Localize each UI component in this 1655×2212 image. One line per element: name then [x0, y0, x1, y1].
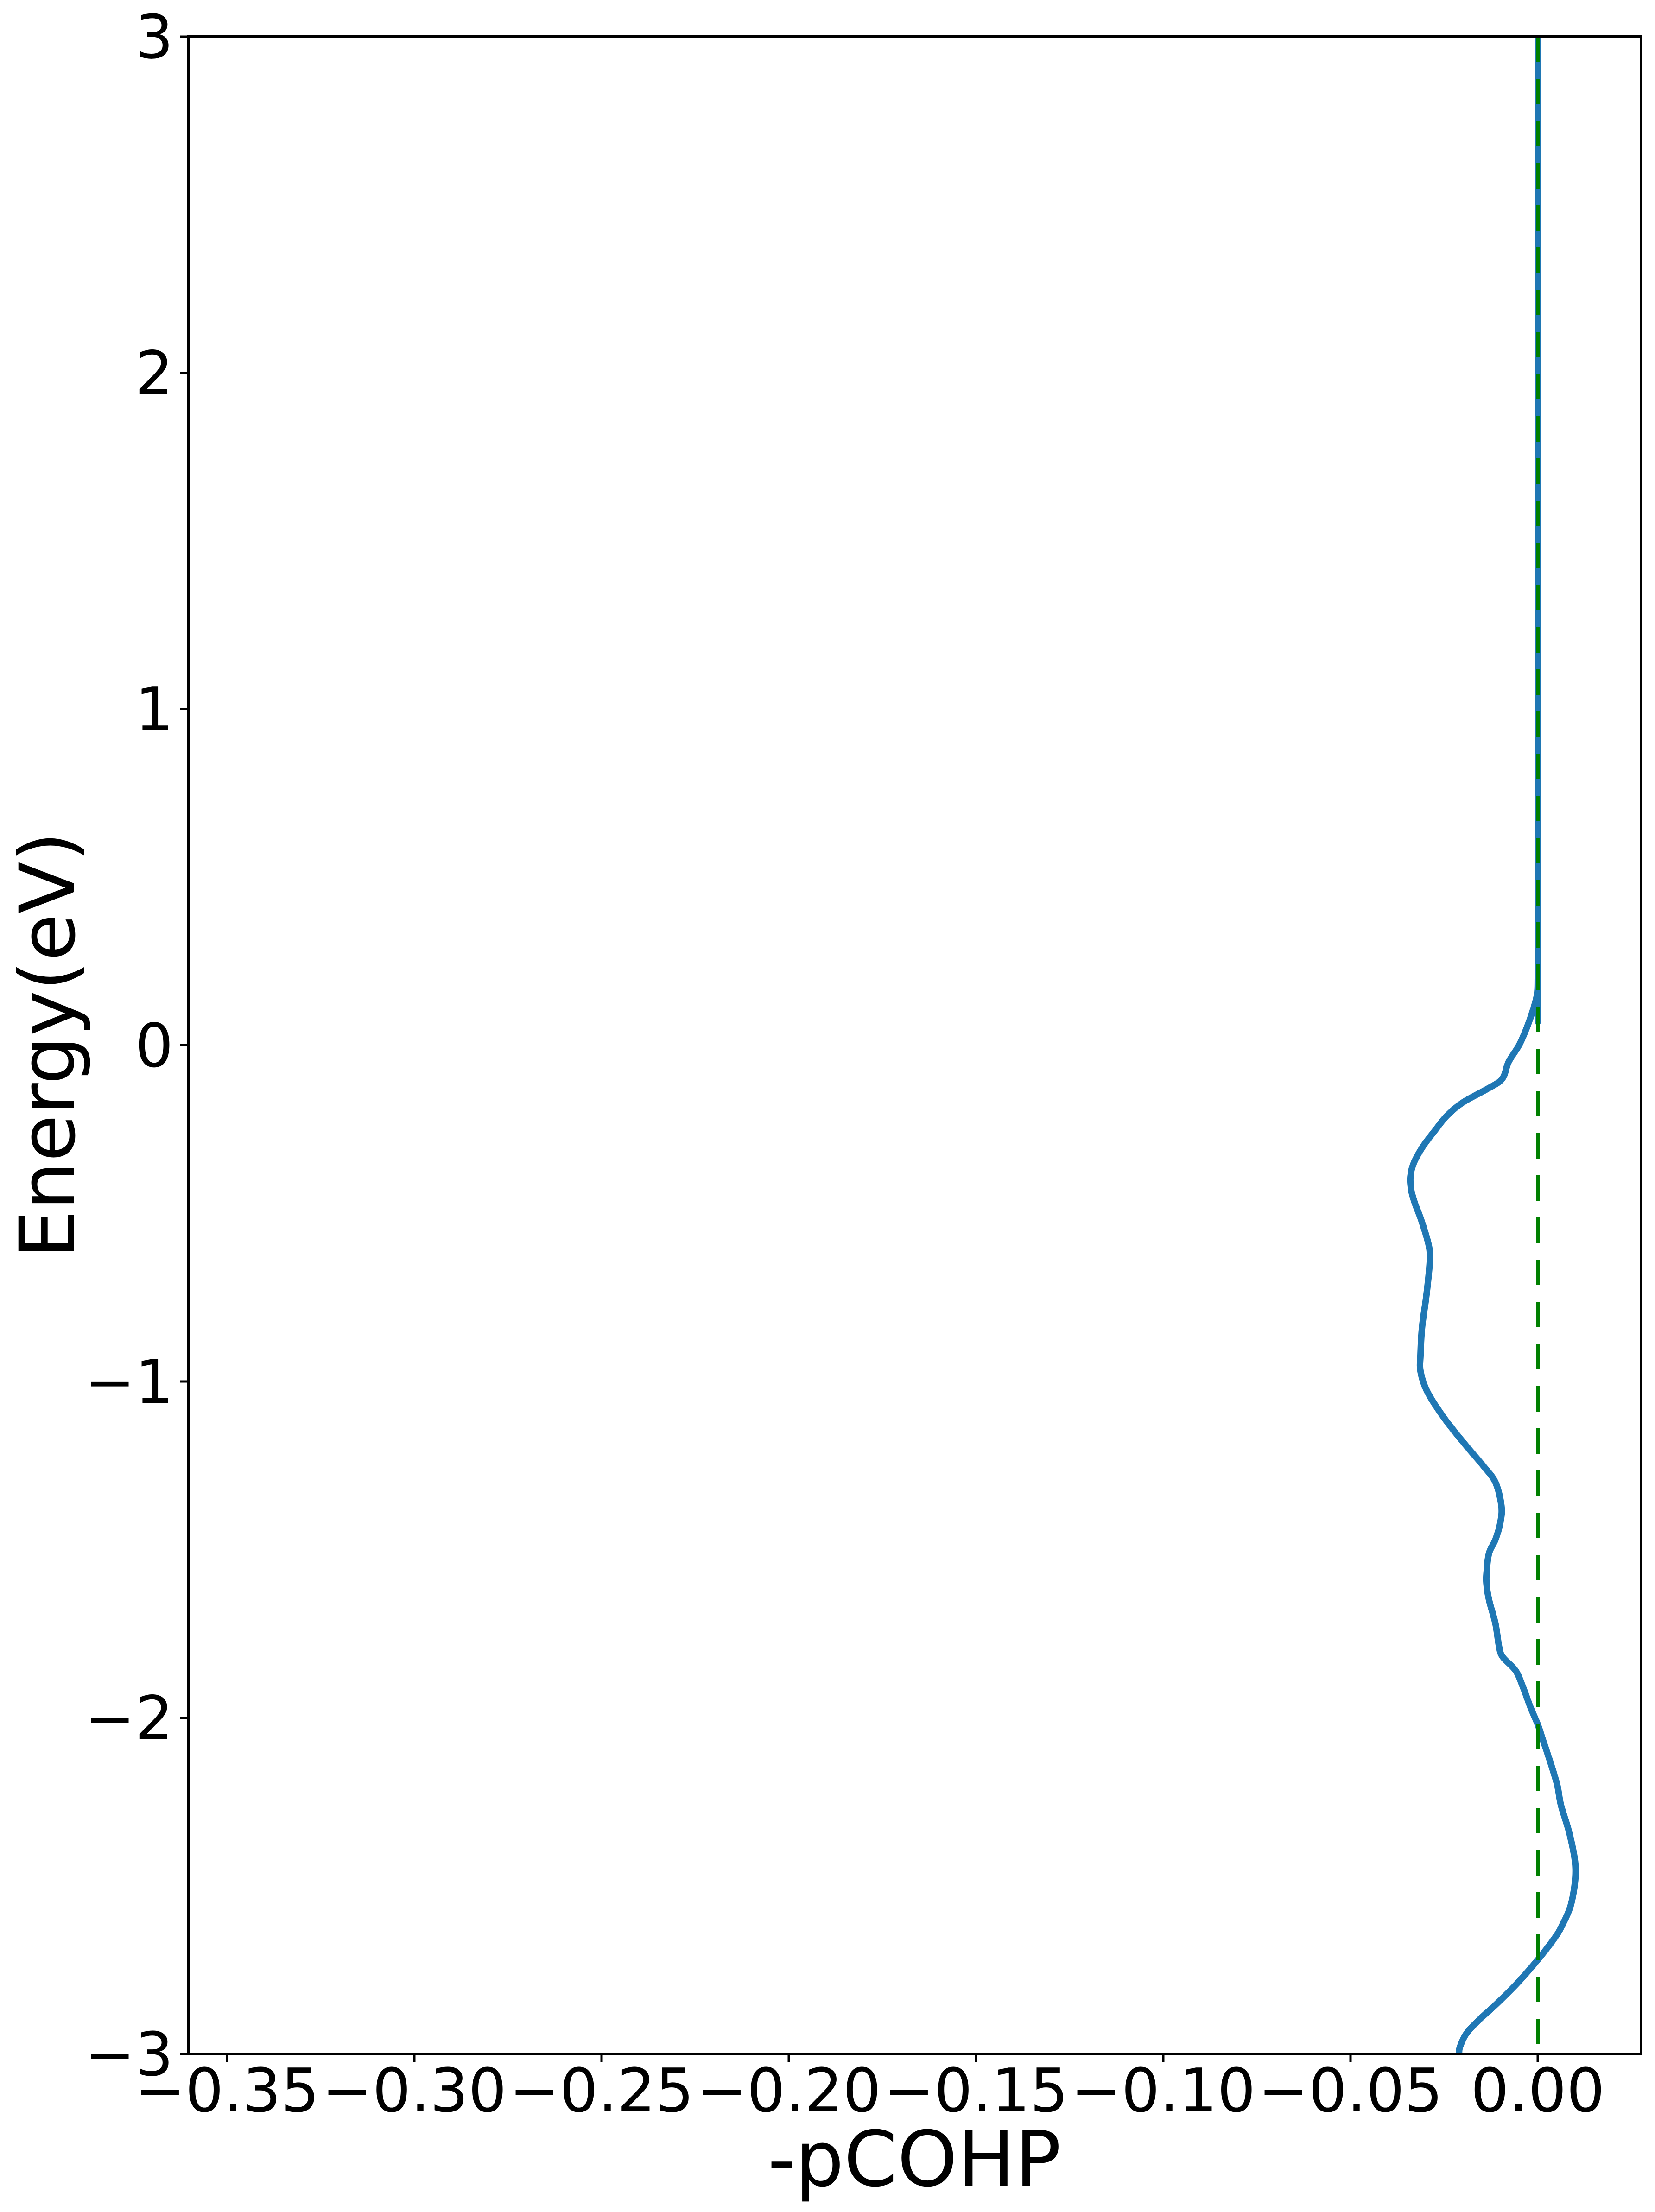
x-tick-label: −0.30: [322, 2055, 507, 2126]
y-tick-label: 1: [135, 674, 173, 745]
x-axis-title: -pCOHP: [768, 2115, 1061, 2204]
x-tick-label: −0.20: [697, 2055, 881, 2126]
y-tick-label: 2: [135, 338, 173, 409]
plot-layer: −0.35 −0.30 −0.25 −0.20 −0.15 −0.10 −0.05 0.00 3…: [84, 2, 1642, 2126]
x-tick-label: −0.35: [135, 2055, 319, 2126]
y-tick-label: −3: [84, 2019, 173, 2090]
x-tick-label: −0.15: [884, 2055, 1068, 2126]
x-tick-label: −0.25: [509, 2055, 694, 2126]
x-tick-label: −0.10: [1071, 2055, 1256, 2126]
y-tick-label: −1: [84, 1347, 173, 1417]
x-tick-label: 0.00: [1471, 2055, 1604, 2126]
y-axis-title: Energy(eV): [3, 832, 92, 1259]
plot-border: [187, 35, 1642, 2055]
y-tick-label: 3: [135, 2, 173, 72]
x-tick-label: −0.05: [1258, 2055, 1443, 2126]
pcohp-curve: [1407, 37, 1579, 2054]
y-tick-label: −2: [84, 1683, 173, 1754]
y-tick-label: 0: [135, 1011, 173, 1081]
